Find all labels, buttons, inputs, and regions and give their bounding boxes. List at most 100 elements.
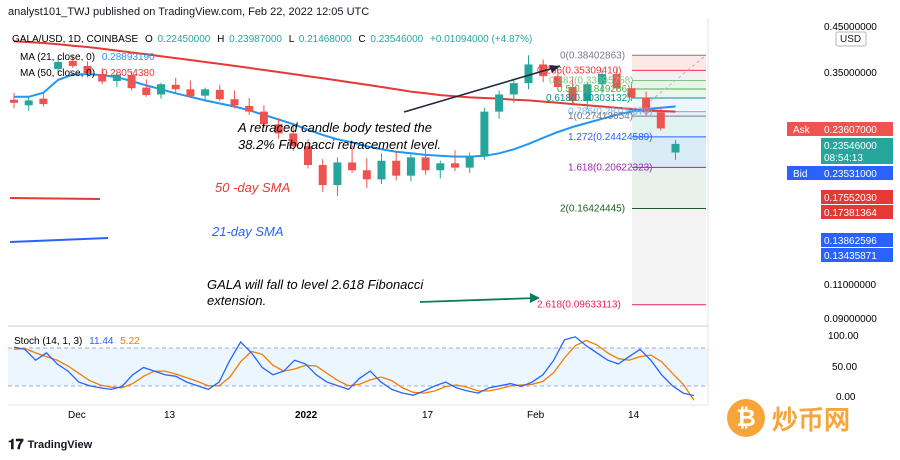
blue-tag-0-box [821,233,893,247]
bid-value-box [821,166,893,180]
price-tick-1: 0.35000000 [824,68,877,79]
countdown: 08:54:13 [824,153,863,164]
annotation-fall-2: extension. [207,293,266,308]
svg-text:MA (50, close, 0) 0.2805: MA (50, close, 0) 0.28054380 [20,68,155,79]
time-tick-2: 2022 [295,410,318,421]
legend-l: 0.21468000 [299,34,352,45]
fib-label-7: 1.272(0.24424589) [568,132,653,143]
candle-6 [98,67,107,85]
candle-3 [54,58,63,74]
fib-zone-5 [632,111,706,117]
fib-zone-8 [632,167,706,209]
candle-11 [171,77,180,93]
candle-45 [671,140,680,160]
fib-label-0: 0(0.38402863) [560,50,625,61]
red-tag-0: 0.17552030 [824,193,877,204]
fib-zone-0 [632,55,706,71]
legend-ma21: 0.28893190 [102,52,155,63]
candle-34 [509,79,518,103]
price-tick-3: 0.09000000 [824,314,877,325]
fib-trendline [631,54,707,117]
ask-label: Ask [793,125,811,136]
candle-26 [392,150,401,181]
time-tick-1: 13 [164,410,176,421]
stoch-tick-0: 100.00 [828,331,859,342]
candle-32 [480,107,489,160]
blue-tag-1-box [821,248,893,262]
candle-28 [421,148,430,175]
legend-c-label: C [358,34,365,45]
tradingview-logo-icon: 𝟏𝟕 [8,436,24,452]
svg-text:MA (21, close, 0) 0.2889: MA (21, close, 0) 0.28893190 [20,52,155,63]
fib-zone-1 [632,70,706,81]
tradingview-footer[interactable]: 𝟏𝟕 TradingView [8,436,92,453]
blue-tag-0: 0.13862596 [824,236,877,247]
currency-label: USD [840,34,861,45]
stoch-axis[interactable]: 100.00 50.00 0.00 [828,331,859,403]
candle-40 [598,70,606,93]
candle-38 [568,76,577,106]
arrow-fall [419,297,537,303]
ma50-line [13,40,676,113]
price-tick-2: 0.11000000 [824,280,877,291]
tradingview-brand: TradingView [27,438,93,451]
time-tick-4: Feb [527,410,545,421]
legend-l-label: L [289,34,295,45]
stoch-d-value: 5.22 [120,336,140,347]
time-tick-5: 14 [628,410,640,421]
candle-19 [289,124,298,151]
time-axis[interactable]: Dec 13 2022 17 Feb 14 [68,410,640,421]
stoch-tick-1: 50.00 [832,362,857,373]
svg-text:₿: ₿ [736,404,756,432]
candle-14 [215,84,224,102]
fib-retracement-zones [632,55,706,305]
candle-29 [436,160,445,179]
publisher-header: analyst101_TWJ published on TradingView.… [8,6,370,18]
legend-ma50: 0.28054380 [102,68,155,79]
candle-42 [627,82,636,102]
time-tick-3: 17 [422,410,434,421]
bitcoin-logo-icon: ₿ [727,399,765,437]
fib-zone-6 [632,116,706,137]
legend-ma21-label: MA (21, close, 0) [20,52,95,63]
legend-symbol: GALA/USD, 1D, COINBASE [12,34,138,45]
time-tick-0: Dec [68,410,86,421]
candle-44 [656,107,665,131]
ask-label-box [787,122,821,136]
red-tag-0-box [821,190,893,204]
candle-27 [406,154,415,182]
fib-label-4: 0.618(0.30303132) [546,93,631,104]
stoch-tick-2: 0.00 [836,392,856,403]
fib-label-5: 0.786(0.28105979) [568,107,653,118]
legend-o: 0.22450000 [158,34,211,45]
annotation-fall-1: GALA will fall to level 2.618 Fibonacci [207,277,424,292]
candle-2 [39,91,48,107]
bid-label: Bid [793,169,807,180]
red-tag-1: 0.17381364 [824,208,877,219]
fib-labels: 0(0.38402863) 0.236(0.35309410)0.382(0.33… [537,50,653,310]
candle-23 [348,145,357,173]
fib-label-9: 2(0.16424445) [560,203,625,214]
ask-value-box [821,122,893,136]
candle-20 [304,139,312,169]
last-price-box [821,138,893,164]
candle-39 [583,81,592,110]
watermark-text: 炒币网 [772,405,851,436]
blue-tag-1: 0.13435871 [824,251,877,262]
annotation-retrace-2: 38.2% Fibonacci retracement level. [238,137,441,152]
candle-8 [127,70,136,91]
fib-zone-7 [632,136,706,168]
candle-41 [612,68,621,92]
stoch-k-line [13,336,695,397]
watermark: ₿ 炒币网 [726,398,850,438]
fib-label-10: 2.618(0.09633113) [537,300,621,311]
legend-o-label: O [145,34,153,45]
svg-text:GALA/USD, 1D, COINBASE O: GALA/USD, 1D, COINBASE O 0.22450000 H 0.… [12,34,532,45]
ask-value: 0.23607000 [824,125,877,136]
fib-label-6: 1(0.27413654) [568,111,633,122]
legend-h-label: H [217,34,224,45]
candle-4 [68,55,77,68]
bid-label-box [787,166,821,180]
price-axis[interactable]: USD 0.45000000 0.35000000 0.11000000 0.0… [787,22,893,325]
